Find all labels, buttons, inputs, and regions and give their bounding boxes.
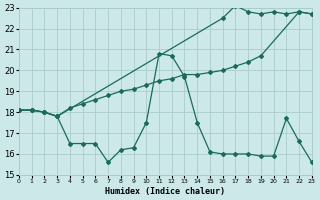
X-axis label: Humidex (Indice chaleur): Humidex (Indice chaleur)	[105, 187, 225, 196]
